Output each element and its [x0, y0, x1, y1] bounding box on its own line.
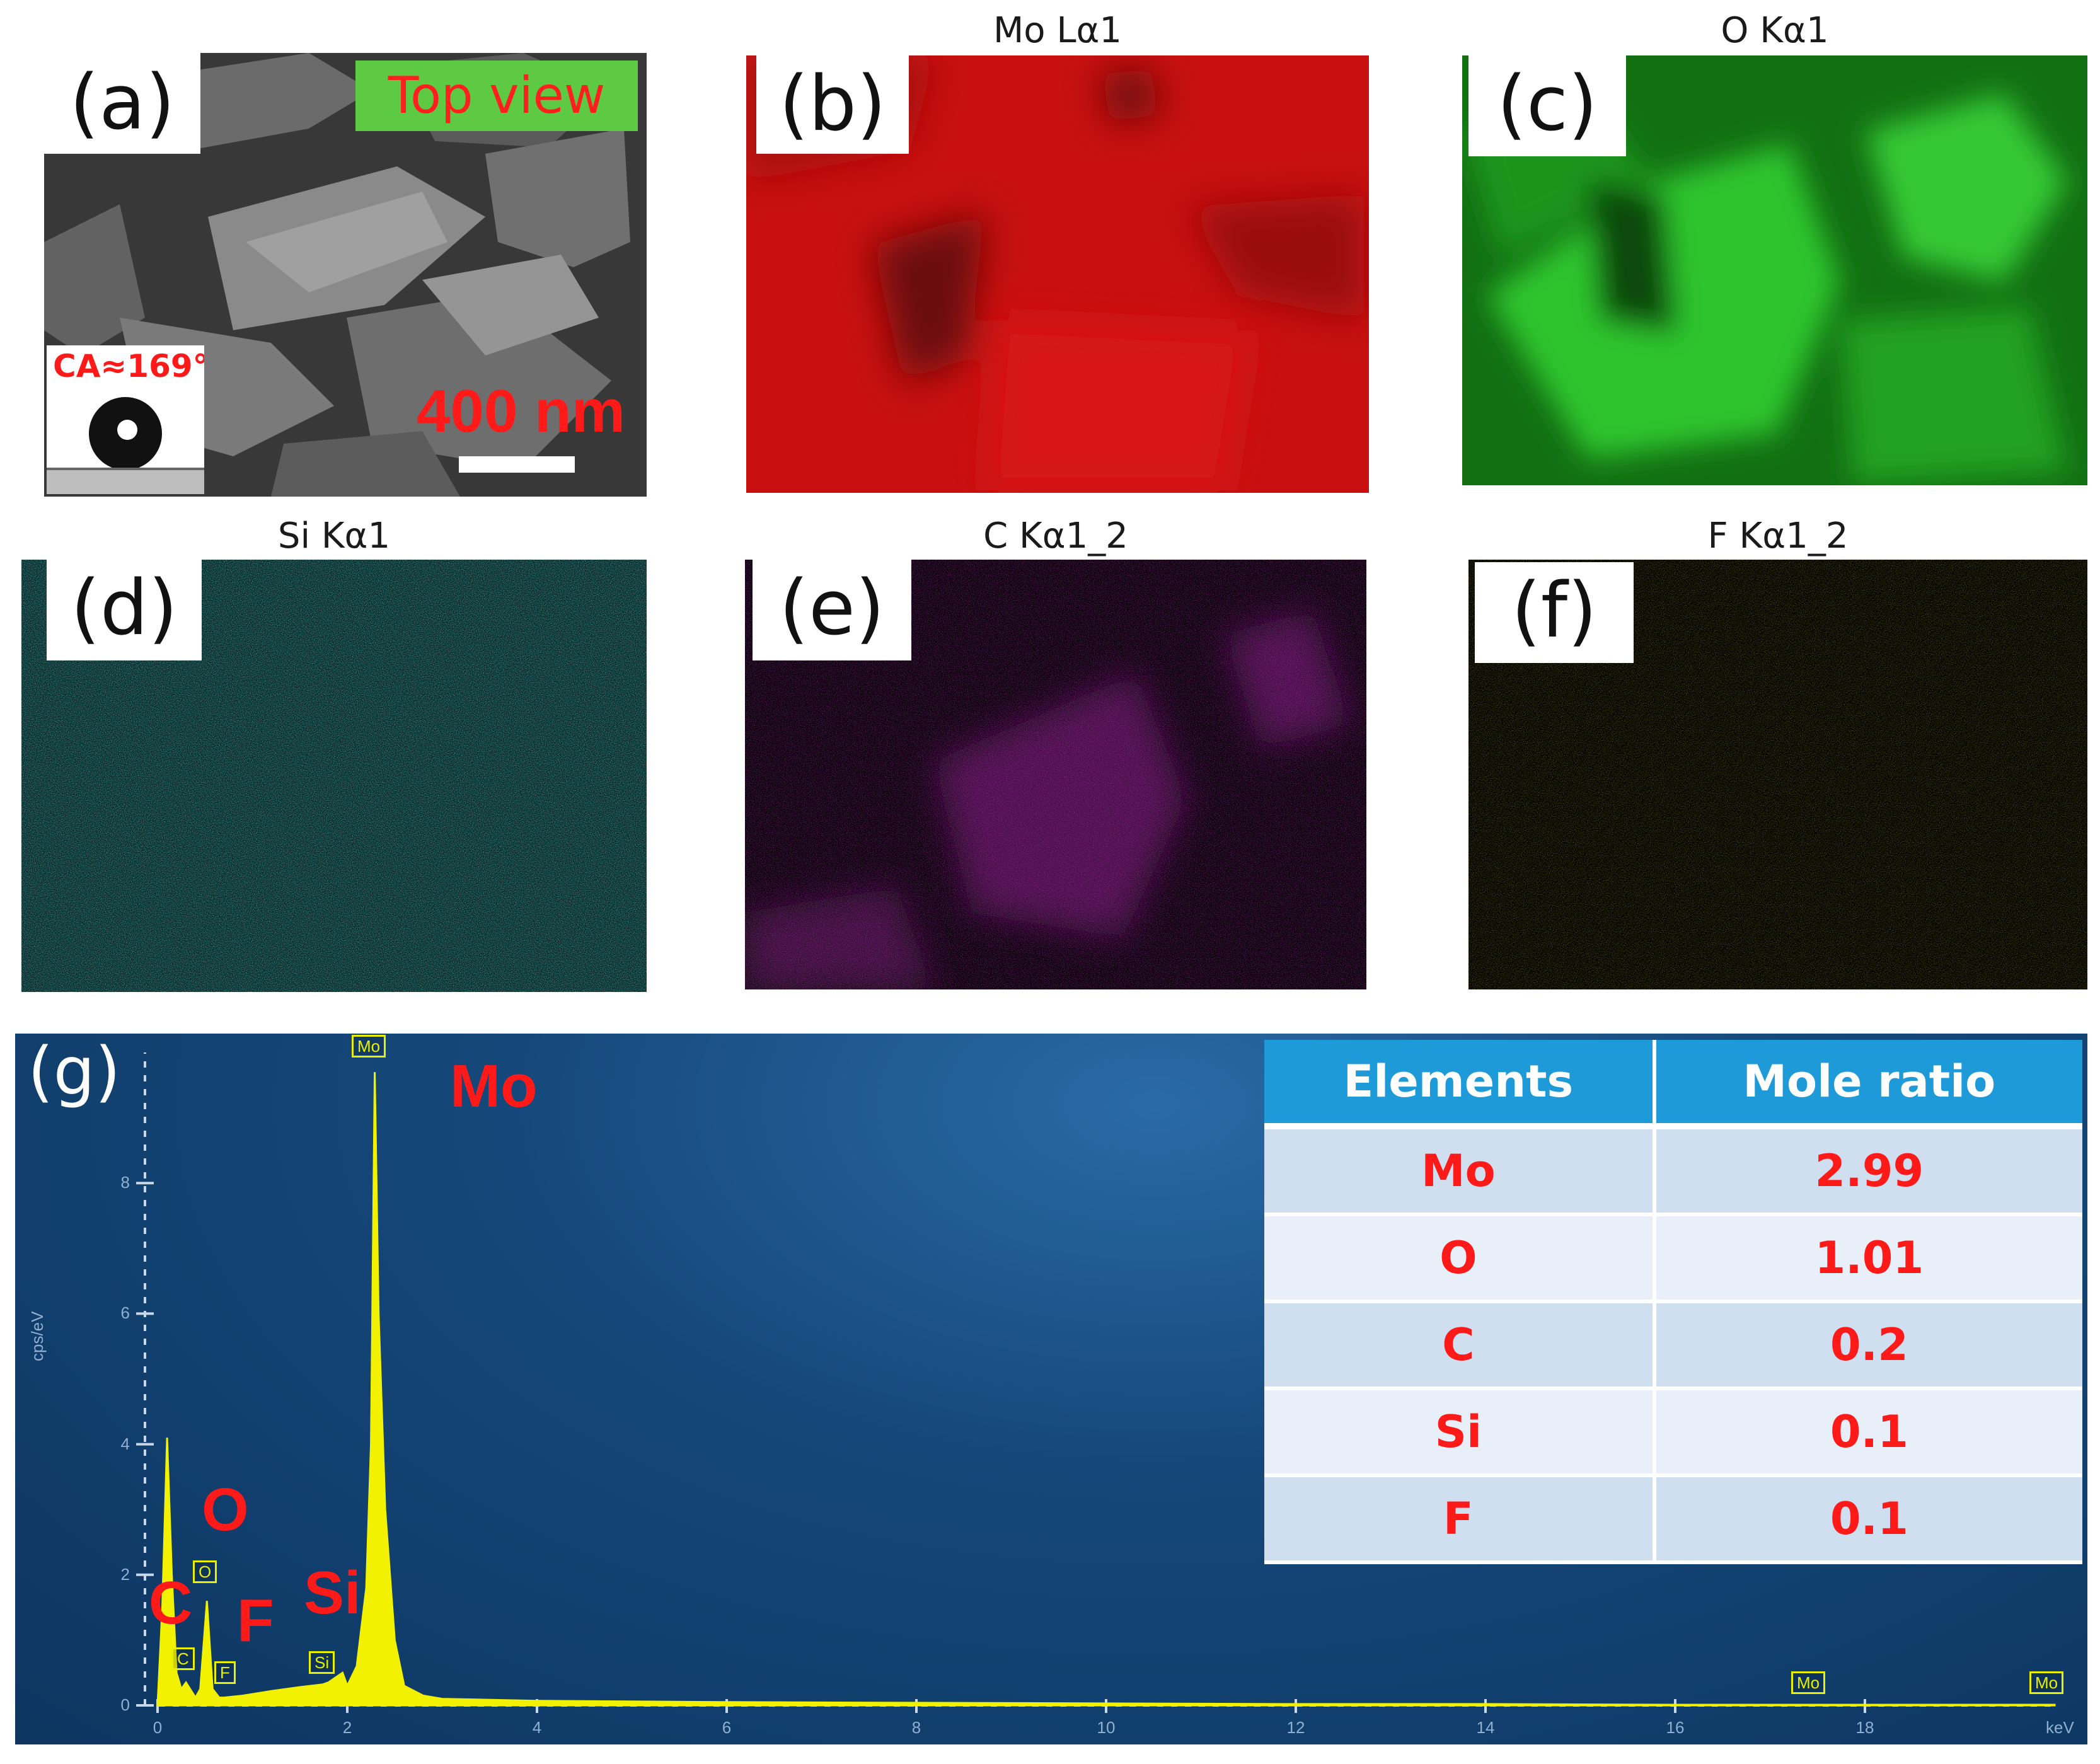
x-tick-label: 18 — [1855, 1718, 1874, 1737]
element-label-f: F — [237, 1587, 274, 1654]
table-cell-ratio: 0.2 — [1654, 1301, 2082, 1390]
y-tick-label: 6 — [120, 1303, 130, 1323]
map-title-c: O Kα1 — [1721, 10, 1829, 51]
contact-angle-label: CA≈169° — [53, 348, 204, 384]
panel-g-eds-spectrum: (g) cps/eV keV 0 2 4 6 8 10 12 14 16 18 0 2 4 6 8 Mo … — [15, 1034, 2087, 1744]
panel-e-c-map: (e) — [745, 560, 1366, 989]
panel-label: (e) — [753, 560, 911, 660]
element-label-si: Si — [304, 1559, 361, 1627]
spectrum-plot — [136, 1052, 2056, 1713]
table-cell-ratio: 0.1 — [1654, 1475, 2082, 1564]
element-label-mo: Mo — [450, 1052, 538, 1120]
x-tick-label: 4 — [532, 1718, 542, 1737]
table-cell-ratio: 2.99 — [1654, 1126, 2082, 1216]
table-row: O 1.01 — [1264, 1214, 2082, 1303]
peak-tag-mo: Mo — [352, 1035, 386, 1058]
contact-angle-inset: CA≈169° — [47, 345, 204, 494]
peak-tag-o: O — [193, 1560, 217, 1583]
x-tick-label: 2 — [342, 1718, 352, 1737]
panel-label: (d) — [47, 560, 202, 660]
panel-d-si-map: (d) — [21, 560, 647, 992]
panel-label: (f) — [1475, 562, 1634, 663]
map-title-f: F Kα1_2 — [1707, 516, 1849, 556]
table-row: C 0.2 — [1264, 1301, 2082, 1390]
table-cell-element: Mo — [1264, 1126, 1656, 1216]
table-header-elements: Elements — [1264, 1040, 1656, 1129]
panel-a-sem: (a) Top view CA≈169° 400 nm — [44, 53, 647, 497]
map-title-d: Si Kα1 — [277, 516, 391, 556]
y-tick-label: 0 — [120, 1695, 130, 1714]
panel-f-f-map: (f) — [1468, 560, 2087, 989]
x-tick-label: 0 — [153, 1718, 163, 1737]
panel-label: (b) — [756, 55, 909, 154]
y-tick-label: 4 — [120, 1434, 130, 1453]
table-cell-element: Si — [1264, 1388, 1656, 1477]
peak-tag-mo-17: Mo — [1791, 1671, 1826, 1694]
y-axis-label: cps/eV — [28, 1311, 47, 1362]
x-tick-label: 8 — [911, 1718, 921, 1737]
x-tick-label: 6 — [722, 1718, 732, 1737]
element-label-c: C — [149, 1569, 193, 1637]
table-cell-element: O — [1264, 1214, 1656, 1303]
x-tick-label: 10 — [1097, 1718, 1116, 1737]
scale-bar-label: 400 nm — [417, 378, 625, 445]
y-tick-label: 8 — [120, 1173, 130, 1192]
y-tick-label: 2 — [120, 1564, 130, 1584]
table-row: Mo 2.99 — [1264, 1126, 2082, 1216]
mole-ratio-table: Elements Mole ratio Mo 2.99 O 1.01 C 0.2… — [1264, 1040, 2082, 1564]
table-cell-element: F — [1264, 1475, 1656, 1564]
x-tick-label: 16 — [1666, 1718, 1685, 1737]
table-header-mole-ratio: Mole ratio — [1654, 1040, 2082, 1129]
peak-tag-f: F — [214, 1661, 236, 1684]
element-label-o: O — [202, 1476, 249, 1543]
panel-label: (a) — [44, 53, 200, 154]
droplet-icon — [47, 397, 204, 494]
top-view-badge: Top view — [355, 61, 638, 131]
x-tick-label: 14 — [1476, 1718, 1495, 1737]
c-map-image — [745, 560, 1366, 989]
peak-tag-c: C — [171, 1647, 195, 1670]
panel-b-mo-map: (b) — [746, 55, 1369, 493]
table-row: F 0.1 — [1264, 1475, 2082, 1564]
panel-c-o-map: (c) — [1462, 55, 2087, 485]
panel-label: (c) — [1468, 55, 1626, 156]
map-title-e: C Kα1_2 — [983, 516, 1128, 556]
peak-tag-si: Si — [309, 1651, 335, 1674]
table-cell-ratio: 1.01 — [1654, 1214, 2082, 1303]
table-row: Si 0.1 — [1264, 1388, 2082, 1477]
scale-bar — [459, 456, 575, 473]
table-cell-element: C — [1264, 1301, 1656, 1390]
table-cell-ratio: 0.1 — [1654, 1388, 2082, 1477]
spectrum-line — [156, 1072, 2056, 1707]
x-axis-unit: keV — [2046, 1718, 2074, 1737]
x-tick-label: 12 — [1286, 1718, 1305, 1737]
peak-tag-mo-19: Mo — [2029, 1671, 2064, 1694]
map-title-b: Mo Lα1 — [993, 10, 1122, 51]
panel-label: (g) — [28, 1034, 121, 1110]
